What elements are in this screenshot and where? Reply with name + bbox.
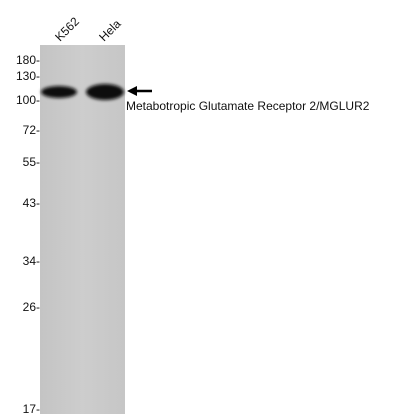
band-label: Metabotropic Glutamate Receptor 2/MGLUR2	[126, 99, 370, 113]
marker-label: 43-	[23, 196, 40, 210]
band	[86, 84, 124, 100]
marker-label: 180-	[16, 53, 40, 67]
band	[41, 86, 77, 98]
marker-label: 26-	[23, 300, 40, 314]
blot-figure: K562 Hela 180- 130- 100- 72- 55- 43- 34-…	[0, 0, 419, 414]
marker-label: 17-	[23, 402, 40, 414]
arrow	[127, 86, 152, 96]
marker-label: 100-	[16, 93, 40, 107]
marker-label: 72-	[23, 123, 40, 137]
marker-label: 34-	[23, 254, 40, 268]
lane-label: K562	[52, 14, 82, 44]
gel	[40, 45, 125, 414]
marker-label: 130-	[16, 69, 40, 83]
marker-label: 55-	[23, 155, 40, 169]
lane-label: Hela	[96, 17, 124, 45]
